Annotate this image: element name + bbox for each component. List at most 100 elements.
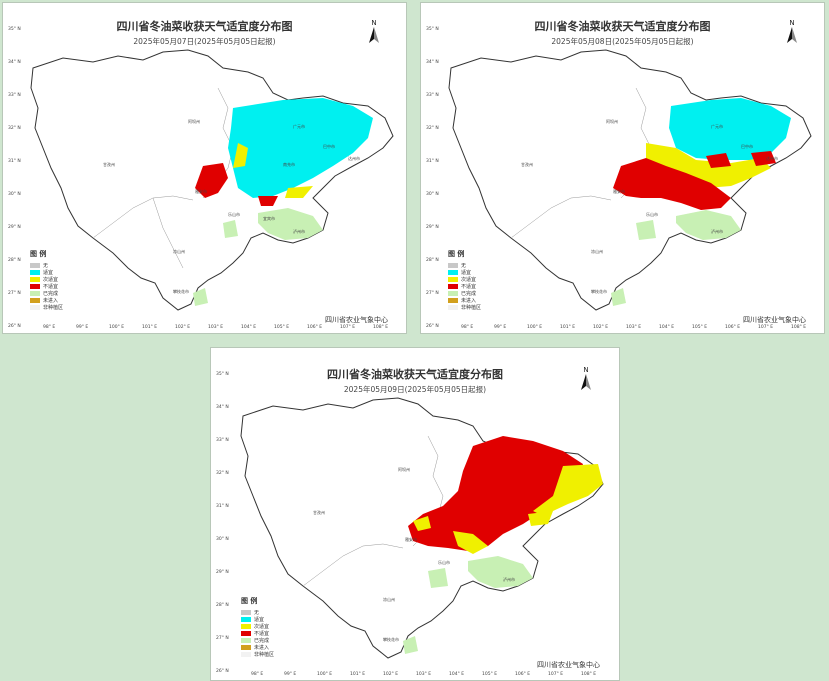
completed-region: [676, 210, 741, 240]
north-arrow-icon: N: [785, 19, 799, 43]
longitude-label: 106° E: [725, 325, 741, 330]
legend-item: 非种植区: [30, 304, 63, 311]
map-panel-may07: 四川省冬油菜收获天气适宜度分布图 2025年05月07日(2025年05月05日…: [2, 2, 407, 334]
legend-item: 非种植区: [241, 651, 274, 658]
legend-item: 非种植区: [448, 304, 481, 311]
legend-label: 适宜: [43, 270, 54, 276]
latitude-label: 34° N: [426, 60, 439, 65]
legend-swatch: [448, 270, 458, 275]
legend-swatch: [30, 291, 40, 296]
latitude-label: 28° N: [216, 603, 229, 608]
longitude-label: 98° E: [251, 672, 264, 677]
latitude-label: 32° N: [8, 126, 21, 131]
legend-label: 不适宜: [43, 284, 59, 290]
legend-swatch: [448, 305, 458, 310]
legend-title: 图 例: [30, 250, 47, 258]
latitude-label: 34° N: [8, 60, 21, 65]
map-title: 四川省冬油菜收获天气适宜度分布图: [534, 20, 711, 33]
legend-item: 未进入: [30, 297, 63, 304]
city-label: 乐山市: [438, 559, 450, 565]
city-label: 广元市: [293, 123, 305, 129]
completed-region: [636, 220, 656, 240]
legend-label: 已完成: [43, 291, 59, 297]
legend-label: 无: [43, 263, 49, 269]
city-label: 凉山州: [383, 596, 395, 602]
north-label: N: [789, 19, 795, 27]
map-panel-may09: 四川省冬油菜收获天气适宜度分布图 2025年05月09日(2025年05月05日…: [210, 347, 620, 681]
north-label: N: [371, 19, 377, 27]
city-label: 凉山州: [173, 248, 185, 254]
city-label: 达州市: [348, 155, 360, 161]
latitude-label: 30° N: [8, 192, 21, 197]
longitude-label: 107° E: [548, 672, 564, 677]
longitude-label: 100° E: [527, 325, 543, 330]
legend-label: 不适宜: [461, 284, 477, 290]
sichuan-map: 阿坝州 甘孜州 广元市 巴中市 达州市 雅安市 乐山市 泸州市 凉山州 攀枝花市: [448, 49, 812, 311]
latitude-label: 28° N: [426, 258, 439, 263]
legend-label: 次适宜: [461, 277, 477, 283]
city-label: 宜宾市: [263, 215, 275, 221]
unsuitable-region: [258, 196, 278, 206]
latitude-label: 29° N: [216, 570, 229, 575]
legend-item: 未进入: [241, 644, 274, 651]
legend-swatch: [241, 624, 251, 629]
longitude-label: 100° E: [109, 325, 125, 330]
city-label: 凉山州: [591, 248, 603, 254]
latitude-label: 27° N: [216, 636, 229, 641]
latitude-label: 28° N: [8, 258, 21, 263]
map-legend: 图 例 无适宜 次适宜 不适宜 已完成 未进入 非种植区: [241, 596, 274, 658]
city-label: 攀枝花市: [591, 288, 607, 294]
legend-label: 非种植区: [254, 652, 275, 658]
map-footer: 四川省农业气象中心: [325, 316, 388, 324]
latitude-label: 26° N: [426, 324, 439, 329]
legend-item: 次适宜: [30, 276, 63, 283]
legend-swatch: [241, 631, 251, 636]
city-label: 甘孜州: [521, 161, 533, 167]
legend-swatch: [241, 645, 251, 650]
latitude-label: 27° N: [8, 291, 21, 296]
legend-swatch: [30, 263, 40, 268]
legend-label: 无: [254, 610, 260, 616]
marginal-region: [533, 464, 603, 516]
map-footer: 四川省农业气象中心: [743, 316, 806, 324]
completed-region: [258, 208, 323, 240]
city-label: 广元市: [711, 123, 723, 129]
legend-label: 不适宜: [254, 631, 270, 637]
legend-swatch: [30, 284, 40, 289]
map-legend: 图 例 无适宜 次适宜 不适宜 已完成 未进入 非种植区: [30, 249, 63, 311]
longitude-label: 101° E: [142, 325, 158, 330]
latitude-label: 29° N: [8, 225, 21, 230]
completed-region: [403, 636, 418, 654]
marginal-region: [233, 143, 248, 168]
longitude-label: 103° E: [626, 325, 642, 330]
legend-item: 无: [448, 262, 481, 269]
legend-swatch: [30, 298, 40, 303]
longitude-label: 98° E: [461, 325, 474, 330]
longitude-label: 106° E: [515, 672, 531, 677]
legend-label: 适宜: [254, 617, 265, 623]
legend-item: 不适宜: [30, 283, 63, 290]
suitable-region: [669, 98, 791, 160]
legend-swatch: [448, 284, 458, 289]
latitude-label: 30° N: [426, 192, 439, 197]
longitude-label: 108° E: [791, 325, 807, 330]
legend-label: 已完成: [461, 291, 477, 297]
city-label: 泸州市: [293, 228, 305, 234]
map-footer: 四川省农业气象中心: [537, 661, 600, 669]
city-label: 甘孜州: [103, 161, 115, 167]
map-title: 四川省冬油菜收获天气适宜度分布图: [327, 368, 503, 381]
latitude-label: 26° N: [8, 324, 21, 329]
legend-item: 适宜: [241, 616, 274, 623]
city-label: 雅安市: [195, 188, 207, 194]
latitude-label: 32° N: [426, 126, 439, 131]
latitude-label: 35° N: [216, 372, 229, 377]
city-label: 甘孜州: [313, 509, 325, 515]
unsuitable-region: [706, 153, 731, 168]
map-title: 四川省冬油菜收获天气适宜度分布图: [116, 20, 293, 33]
latitude-label: 30° N: [216, 537, 229, 542]
latitude-label: 32° N: [216, 471, 229, 476]
latitude-label: 31° N: [8, 159, 21, 164]
legend-label: 无: [461, 263, 467, 269]
suitable-region: [228, 98, 373, 198]
legend-item: 适宜: [448, 269, 481, 276]
